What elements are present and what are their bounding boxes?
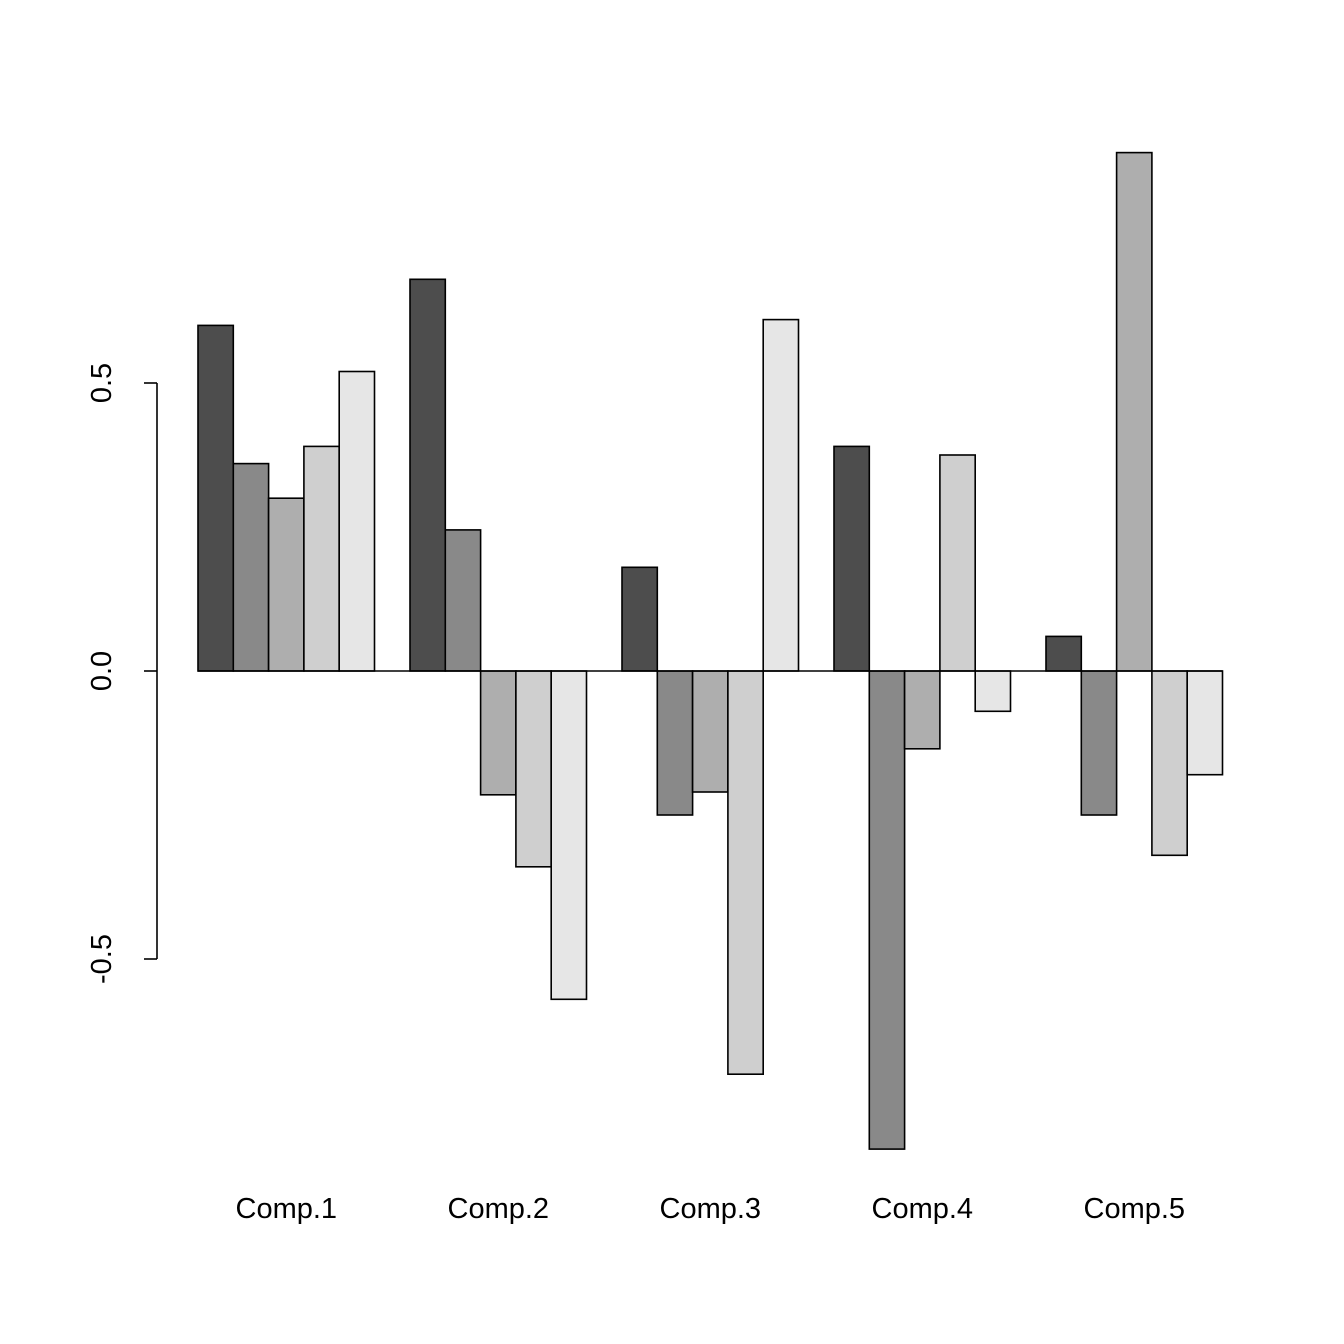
bar-comp-3-s5 — [762, 318, 800, 672]
bar-comp-3-s4 — [727, 670, 765, 1076]
category-label: Comp.3 — [660, 1193, 762, 1225]
bar-comp-5-s5 — [1186, 670, 1224, 776]
bars — [197, 151, 1224, 1150]
bar-comp-3-s2 — [656, 670, 694, 816]
bar-comp-5-s4 — [1151, 670, 1189, 857]
category-label: Comp.2 — [448, 1193, 550, 1225]
bar-comp-4-s4 — [939, 454, 977, 672]
bar-comp-1-s4 — [303, 445, 340, 672]
bar-comp-3-s1 — [621, 566, 659, 672]
bar-comp-5-s2 — [1080, 670, 1118, 816]
bar-comp-2-s5 — [550, 670, 588, 1001]
bar-comp-5-s3 — [1115, 151, 1153, 672]
bar-comp-3-s3 — [691, 670, 729, 793]
category-labels: Comp.1 Comp.2 Comp.3 Comp.4 Comp.5 — [236, 1193, 1186, 1225]
bar-comp-1-s2 — [232, 462, 270, 672]
y-axis: -0.5 0.0 0.5 — [86, 363, 158, 984]
bar-comp-1-s1 — [197, 324, 235, 672]
category-label: Comp.1 — [236, 1193, 338, 1225]
y-tick-label: 0.0 — [86, 651, 118, 691]
bar-comp-1-s3 — [267, 497, 305, 672]
bar-comp-2-s4 — [515, 670, 553, 868]
bar-comp-1-s5 — [338, 370, 376, 672]
y-tick-label: 0.5 — [86, 363, 118, 403]
bar-comp-2-s1 — [409, 278, 447, 672]
category-label: Comp.4 — [872, 1193, 974, 1225]
bar-comp-4-s5 — [974, 670, 1012, 713]
bar-comp-4-s3 — [903, 670, 941, 750]
category-label: Comp.5 — [1084, 1193, 1186, 1225]
bar-comp-4-s1 — [833, 445, 871, 672]
y-tick-label: -0.5 — [86, 934, 118, 984]
bar-comp-5-s1 — [1045, 635, 1083, 672]
bar-comp-2-s2 — [444, 529, 482, 672]
bar-comp-2-s3 — [479, 670, 517, 796]
bar-comp-4-s2 — [868, 670, 906, 1150]
